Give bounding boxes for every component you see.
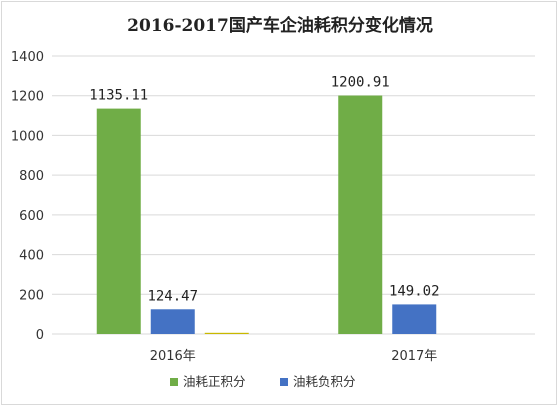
x-tick-label: 2017年: [391, 349, 437, 364]
chart-title: 2016-2017国产车企油耗积分变化情况: [127, 15, 433, 36]
legend: 油耗正积分 油耗负积分: [170, 374, 356, 389]
bar: [204, 332, 249, 334]
y-tick-label: 0: [36, 328, 44, 343]
y-tick-label: 400: [19, 249, 44, 264]
data-label: 149.02: [389, 283, 440, 299]
data-labels: 1135.11 124.47 1200.91 149.02: [89, 75, 439, 305]
legend-label: 油耗正积分: [183, 374, 246, 389]
y-tick-label: 1000: [11, 129, 44, 144]
x-tick-label: 2016年: [150, 349, 196, 364]
bars: [96, 95, 437, 335]
bar: [150, 309, 195, 334]
x-axis-ticks: 2016年 2017年: [150, 349, 438, 364]
data-label: 1200.91: [331, 75, 390, 91]
legend-swatch: [280, 378, 288, 386]
y-tick-label: 1400: [11, 50, 44, 65]
y-tick-label: 1200: [11, 90, 44, 105]
y-axis-ticks: 0 200 400 600 800 1000 1200 1400: [11, 50, 44, 343]
legend-label: 油耗负积分: [293, 374, 356, 389]
legend-swatch: [170, 378, 178, 386]
data-label: 1135.11: [89, 88, 148, 104]
y-tick-label: 800: [19, 169, 44, 184]
y-tick-label: 600: [19, 209, 44, 224]
y-tick-label: 200: [19, 288, 44, 303]
data-label: 124.47: [147, 288, 198, 304]
bar: [392, 304, 437, 334]
bar: [338, 95, 383, 334]
bar: [96, 108, 141, 335]
